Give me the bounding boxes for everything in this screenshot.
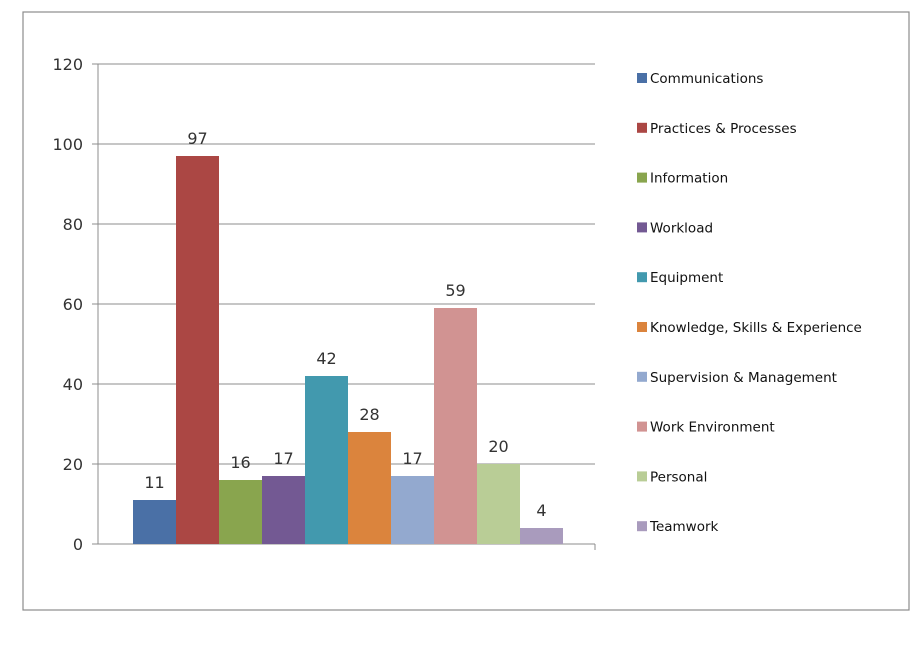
bar xyxy=(219,480,262,544)
bar xyxy=(477,464,520,544)
legend-label: Practices & Processes xyxy=(650,121,797,137)
legend-swatch xyxy=(637,471,647,482)
legend: Communications Practices & Processes Infor… xyxy=(637,71,862,535)
legend-swatch xyxy=(637,222,647,233)
y-tick-label: 120 xyxy=(52,55,83,74)
bar xyxy=(520,528,563,544)
legend-label: Personal xyxy=(650,469,707,485)
data-label: 16 xyxy=(230,453,250,472)
legend-swatch xyxy=(637,521,647,532)
legend-swatch xyxy=(637,122,647,133)
bar xyxy=(176,156,219,544)
legend-swatch xyxy=(637,172,647,183)
legend-swatch xyxy=(637,73,647,83)
data-label: 42 xyxy=(316,349,336,368)
y-tick-label: 20 xyxy=(63,455,83,474)
legend-label: Communications xyxy=(650,71,763,87)
data-label: 17 xyxy=(402,449,422,468)
legend-label: Supervision & Management xyxy=(650,370,837,386)
y-tick-label: 0 xyxy=(73,535,83,554)
data-label: 20 xyxy=(488,437,508,456)
data-labels: 11 97 16 17 42 28 17 59 20 4 xyxy=(144,129,546,520)
legend-label: Equipment xyxy=(650,270,723,286)
data-label: 97 xyxy=(187,129,207,148)
bar xyxy=(348,432,391,544)
legend-label: Information xyxy=(650,171,728,187)
legend-swatch xyxy=(637,272,647,283)
data-label: 11 xyxy=(144,473,164,492)
y-tick-label: 100 xyxy=(52,135,83,154)
legend-swatch xyxy=(637,371,647,382)
bar xyxy=(391,476,434,544)
bar xyxy=(133,500,176,544)
y-tick-label: 80 xyxy=(63,215,83,234)
data-label: 17 xyxy=(273,449,293,468)
bar xyxy=(305,376,348,544)
legend-label: Teamwork xyxy=(649,519,719,535)
data-label: 28 xyxy=(359,405,379,424)
data-label: 59 xyxy=(445,281,465,300)
y-tick-label: 60 xyxy=(63,295,83,314)
legend-swatch xyxy=(637,421,647,432)
legend-label: Knowledge, Skills & Experience xyxy=(650,320,862,336)
bars xyxy=(133,156,563,544)
legend-label: Work Environment xyxy=(650,420,775,436)
y-tick-label: 40 xyxy=(63,375,83,394)
bar xyxy=(262,476,305,544)
data-label: 4 xyxy=(536,501,546,520)
bar xyxy=(434,308,477,544)
legend-swatch xyxy=(637,322,647,332)
legend-label: Workload xyxy=(650,220,713,236)
